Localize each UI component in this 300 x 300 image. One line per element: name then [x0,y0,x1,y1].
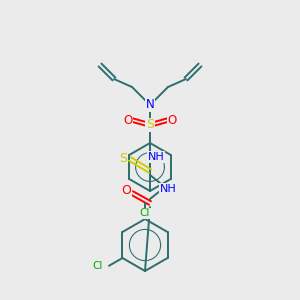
Text: N: N [146,98,154,112]
Text: S: S [119,152,127,166]
Text: O: O [167,113,177,127]
Text: Cl: Cl [140,208,150,218]
Text: O: O [121,184,131,197]
Text: NH: NH [148,152,164,162]
Text: O: O [123,113,133,127]
Text: S: S [146,118,154,131]
Text: NH: NH [160,184,176,194]
Text: Cl: Cl [93,261,103,271]
